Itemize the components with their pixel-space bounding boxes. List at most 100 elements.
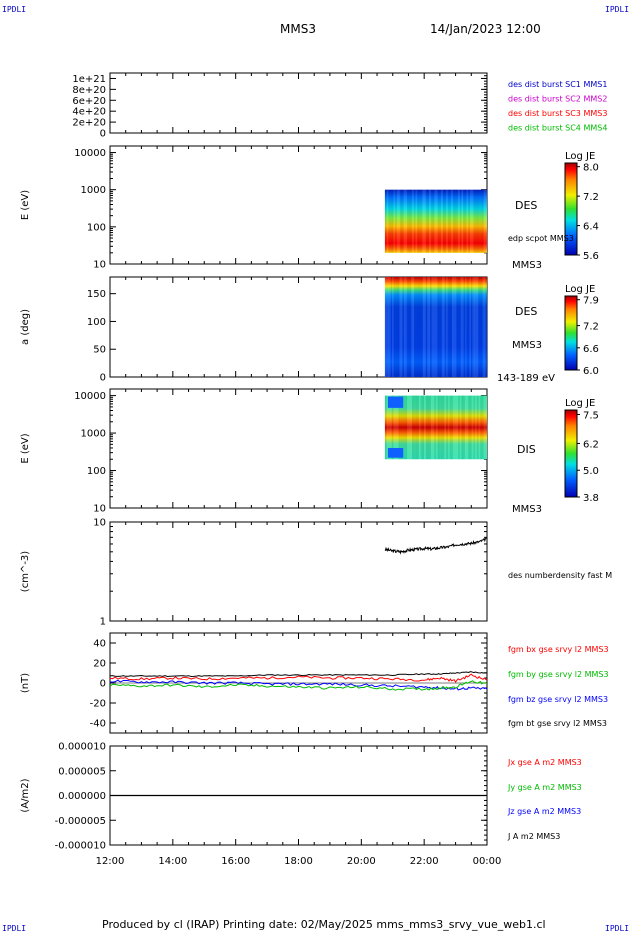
dis-energy-spectrogram-stripe xyxy=(442,395,445,460)
dis-energy-colorbar-label: 3.8 xyxy=(583,493,599,504)
bfield-legend-blue: fgm bz gse srvy l2 MMS3 xyxy=(508,695,608,704)
bfield-y-label: 20 xyxy=(93,659,106,670)
des-energy-spectrogram-stripe xyxy=(434,189,436,253)
dis-energy-spectrogram-stripe xyxy=(473,395,476,460)
current-legend-blue: Jz gse A m2 MMS3 xyxy=(507,807,581,816)
current-legend-green: Jy gse A m2 MMS3 xyxy=(507,783,582,792)
des-energy-spectrogram-stripe xyxy=(483,189,486,253)
des-pitch-spectrogram-stripe xyxy=(470,277,473,377)
des-energy-spectrogram-stripe xyxy=(408,189,411,253)
des-pitch-y-label: 100 xyxy=(87,317,106,328)
des-energy-spectrogram-stripe xyxy=(446,189,448,253)
des-pitch-spectrogram-stripe xyxy=(421,277,423,377)
des-pitch-spectrogram-stripe xyxy=(428,277,431,377)
des-pitch-spectrogram-stripe xyxy=(481,277,483,377)
current-y-label: -0.000005 xyxy=(55,816,106,827)
des-pitch-spectrogram-stripe xyxy=(419,277,422,377)
des-energy-y-label: 1000 xyxy=(81,185,106,196)
dis-energy-y-label: 10 xyxy=(93,504,106,515)
dist-y-label: 8e+20 xyxy=(72,85,106,96)
des-energy-spectrogram-stripe xyxy=(480,189,482,253)
des-pitch-spectrogram-stripe xyxy=(484,277,486,377)
des-energy-spectrogram-stripe xyxy=(430,189,433,253)
dis-energy-ylabel: E (eV) xyxy=(20,433,31,463)
des-pitch-spectrogram-stripe xyxy=(390,277,393,377)
panel-frame xyxy=(109,72,488,134)
des-pitch-spectrogram-stripe xyxy=(440,277,442,377)
dis-energy-spectrogram-stripe xyxy=(386,395,389,460)
dis-energy-spectrogram-stripe xyxy=(407,395,409,460)
des-energy-spectrogram-stripe xyxy=(422,189,425,253)
des-pitch-spectrogram-stripe xyxy=(453,277,455,377)
dis-energy-y-label: 10000 xyxy=(74,391,106,402)
des-pitch-spectrogram-stripe xyxy=(482,277,485,377)
des-pitch-spectrogram-stripe xyxy=(433,277,435,377)
des-energy-colorbar-label: 6.4 xyxy=(583,222,599,233)
des-pitch-spectrogram-stripe xyxy=(395,277,397,377)
des-energy-spectrogram-stripe xyxy=(391,189,394,253)
dis-energy-colorbar-label: 5.0 xyxy=(583,466,599,477)
des-energy-ylabel: E (eV) xyxy=(20,190,31,220)
des-pitch-y-label: 150 xyxy=(87,289,106,300)
des-energy-spectrogram-stripe xyxy=(439,189,442,253)
des-pitch-spectrogram-stripe xyxy=(386,277,388,377)
dis-energy-spectrogram-stripe xyxy=(475,395,477,460)
dis-energy-spectrogram-stripe xyxy=(476,395,479,460)
density-ylabel: (cm^-3) xyxy=(20,551,31,592)
dis-energy-sc-label: MMS3 xyxy=(512,504,542,515)
density-legend: des numberdensity fast M xyxy=(508,571,612,580)
des-pitch-spectrogram-stripe xyxy=(389,277,391,377)
des-energy-spectrogram-stripe xyxy=(447,189,450,253)
dis-energy-spectrogram-stripe xyxy=(439,395,442,460)
des-energy-y-label: 10 xyxy=(93,260,106,271)
density-y-label: 1 xyxy=(100,617,106,628)
des-pitch-colorbar-label: 6.6 xyxy=(583,344,599,355)
des-energy-sc-label: MMS3 xyxy=(512,260,542,271)
des-pitch-spectrogram-stripe xyxy=(387,277,390,377)
dis-energy-spectrogram-stripe xyxy=(483,395,486,460)
corner-label-bottom-right: IPDLI xyxy=(605,924,630,933)
bfield-y-label: 40 xyxy=(93,639,106,650)
bfield-y-label: 0 xyxy=(100,679,106,690)
x-tick-label: 16:00 xyxy=(221,856,250,867)
dis-energy-colorbar-label: 6.2 xyxy=(583,439,599,450)
dis-energy-spectrogram-stripe xyxy=(430,395,433,460)
des-pitch-colorbar xyxy=(564,295,578,371)
des-energy-spectrogram-stripe xyxy=(432,189,435,253)
dis-energy-spectrogram-stripe xyxy=(403,395,406,460)
dist-y-label: 6e+20 xyxy=(72,96,106,107)
des-energy-spectrogram-stripe xyxy=(451,189,453,253)
dis-energy-y-label: 100 xyxy=(87,466,106,477)
des-energy-spectrogram-stripe xyxy=(415,189,418,253)
des-energy-spectrogram-stripe xyxy=(388,189,391,253)
dis-energy-spectrogram-stripe xyxy=(425,395,428,460)
des-energy-spectrogram-stripe xyxy=(468,189,470,253)
des-energy-spectrogram-stripe xyxy=(478,189,481,253)
dist-y-label: 1e+21 xyxy=(72,74,106,85)
des-energy-spectrogram-stripe xyxy=(466,189,469,253)
dis-energy-spectrogram-stripe xyxy=(400,395,402,460)
des-energy-spectrogram-stripe xyxy=(401,189,404,253)
dis-energy-spectrogram-stripe xyxy=(463,395,465,460)
des-pitch-spectrogram-stripe xyxy=(435,277,438,377)
des-pitch-spectrogram-stripe xyxy=(403,277,406,377)
current-legend-black: J A m2 MMS3 xyxy=(507,832,560,841)
dis-energy-spectrogram-stripe xyxy=(461,395,464,460)
dis-energy-spectrogram-stripe xyxy=(422,395,425,460)
des-energy-spectrogram-stripe xyxy=(481,189,484,253)
dis-energy-colorbar xyxy=(564,409,578,498)
dis-energy-spectrogram-stripe xyxy=(415,395,418,460)
des-pitch-energy-range: 143-189 eV xyxy=(497,373,555,384)
des-energy-spectrogram-stripe xyxy=(469,189,472,253)
bfield-y-label: -20 xyxy=(90,699,106,710)
dis-energy-y-label: 1000 xyxy=(81,429,106,440)
des-pitch-spectrogram-stripe xyxy=(446,277,448,377)
panel-frame xyxy=(109,521,488,622)
spacecraft-title: MMS3 xyxy=(280,22,316,36)
des-pitch-spectrogram-stripe xyxy=(427,277,429,377)
des-pitch-spectrogram-stripe xyxy=(459,277,461,377)
des-pitch-spectrogram-stripe xyxy=(475,277,477,377)
des-pitch-spectrogram-stripe xyxy=(416,277,419,377)
des-energy-spectrogram-stripe xyxy=(452,189,455,253)
